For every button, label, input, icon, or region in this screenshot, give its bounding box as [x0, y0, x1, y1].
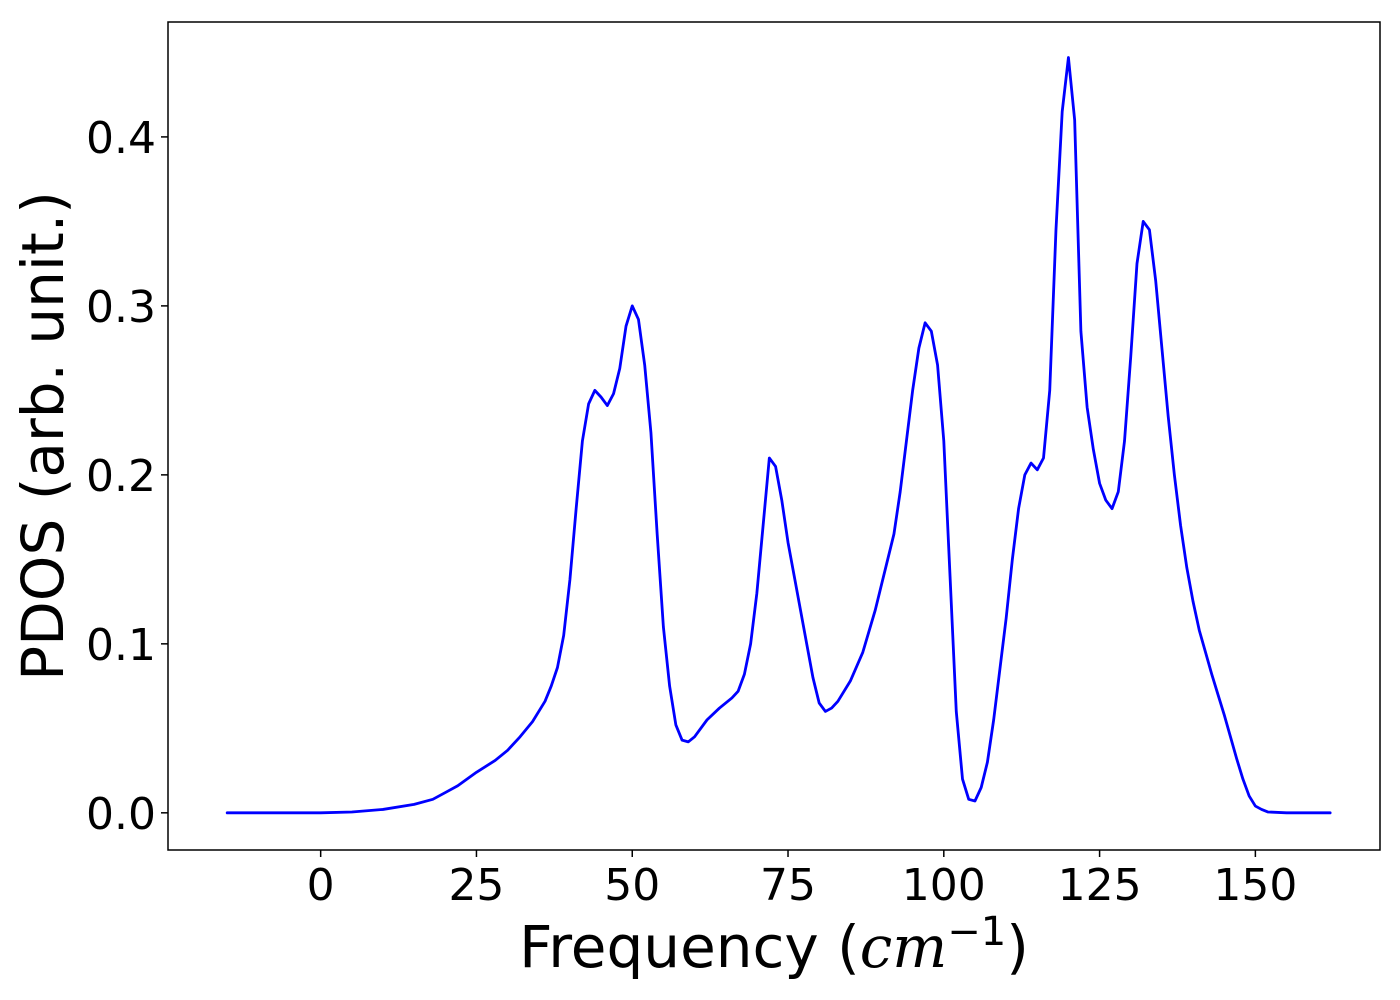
pdos-series-line — [225, 56, 1332, 815]
y-axis-ticks: 0.0 0.1 0.2 0.3 0.4 — [86, 113, 168, 840]
y-tick-label: 0.0 — [86, 789, 156, 840]
x-tick-label: 50 — [604, 860, 660, 911]
y-tick-label: 0.4 — [86, 113, 156, 164]
x-axis-label: Frequency (cm−1) — [519, 909, 1029, 981]
y-tick-label: 0.2 — [86, 451, 156, 502]
x-tick-label: 100 — [902, 860, 986, 911]
x-tick-label: 0 — [307, 860, 335, 911]
plot-area — [167, 21, 1381, 851]
x-tick-label: 150 — [1213, 860, 1297, 911]
x-tick-label: 75 — [760, 860, 816, 911]
y-tick-label: 0.3 — [86, 282, 156, 333]
y-axis-label: PDOS (arb. unit.) — [9, 191, 77, 681]
x-axis-ticks: 0 25 50 75 100 125 150 — [307, 850, 1297, 911]
x-tick-label: 25 — [448, 860, 504, 911]
y-tick-label: 0.1 — [86, 620, 156, 671]
x-tick-label: 125 — [1058, 860, 1142, 911]
